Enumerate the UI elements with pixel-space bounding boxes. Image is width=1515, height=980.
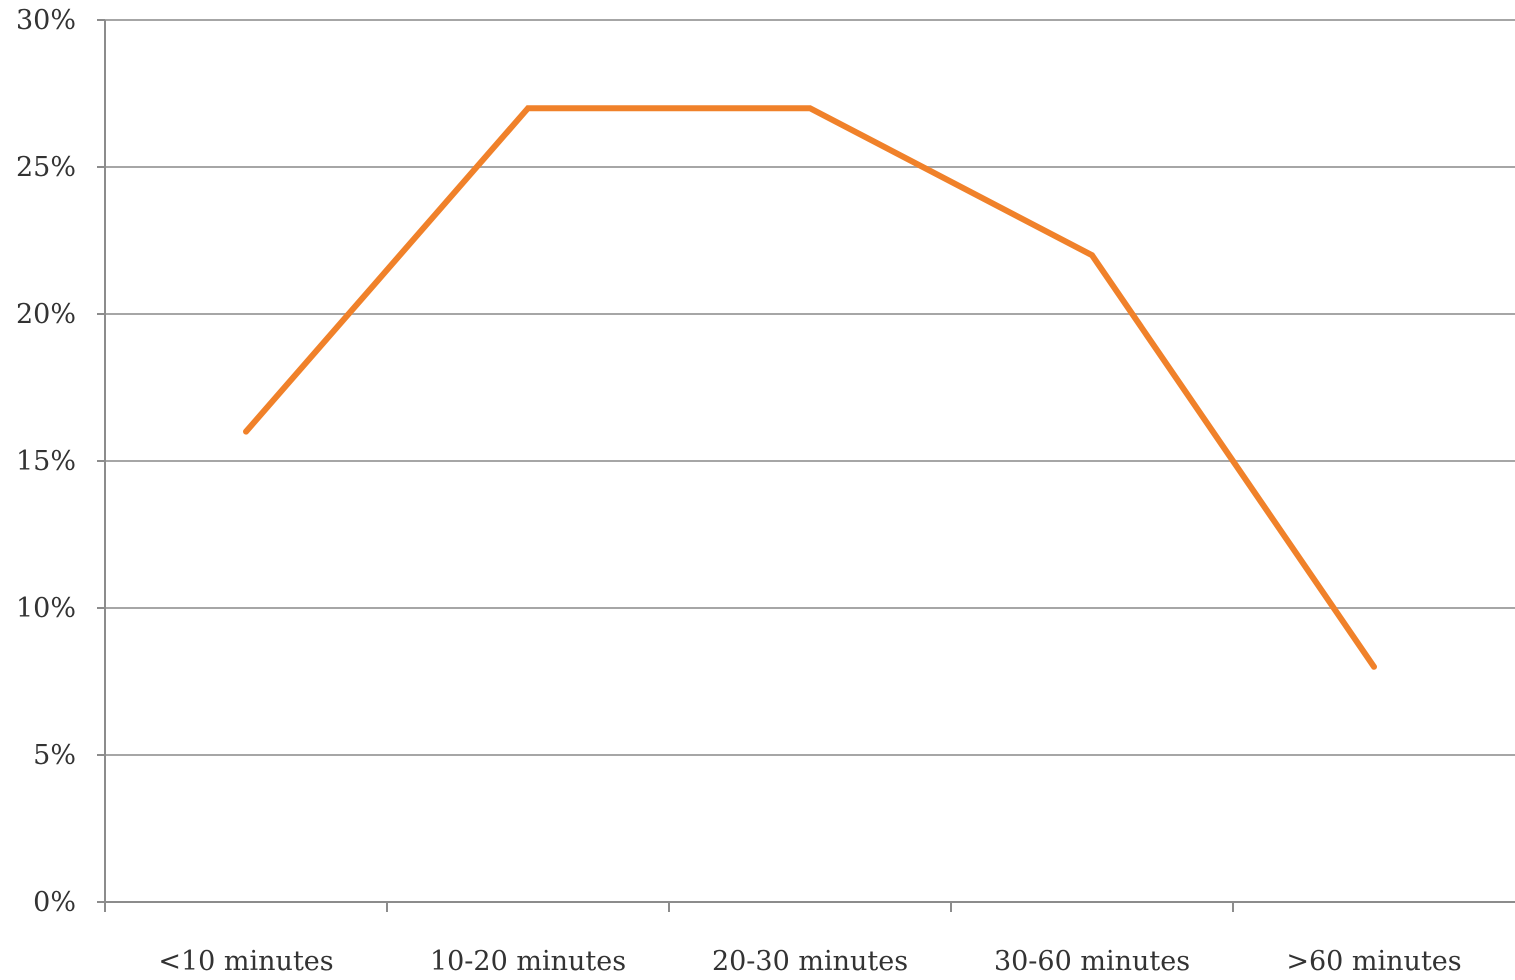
x-axis-tick-labels: <10 minutes 10-20 minutes 20-30 minutes 30-… <box>158 946 1461 977</box>
y-tick-label: 15% <box>16 446 76 477</box>
data-point <box>525 105 531 111</box>
y-axis-tick-labels: 0% 5% 10% 15% 20% 25% 30% <box>16 5 76 918</box>
y-tick-label: 25% <box>16 152 76 183</box>
y-tick-label: 5% <box>33 740 76 771</box>
data-point <box>1089 252 1095 258</box>
data-point <box>1371 664 1377 670</box>
y-tick-label: 10% <box>16 593 76 624</box>
data-point <box>243 429 249 435</box>
series-layer <box>243 105 1377 670</box>
x-tick-label: >60 minutes <box>1286 946 1461 977</box>
x-axis-ticks <box>386 902 1234 912</box>
gridlines <box>97 19 1515 903</box>
x-tick-label: 20-30 minutes <box>712 946 908 977</box>
axes <box>104 20 1515 912</box>
y-tick-label: 20% <box>16 299 76 330</box>
x-tick-label: <10 minutes <box>158 946 333 977</box>
x-tick-label: 30-60 minutes <box>994 946 1190 977</box>
data-point <box>807 105 813 111</box>
y-tick-label: 0% <box>33 887 76 918</box>
x-tick-label: 10-20 minutes <box>430 946 626 977</box>
series-line <box>243 105 1377 670</box>
y-tick-label: 30% <box>16 5 76 36</box>
